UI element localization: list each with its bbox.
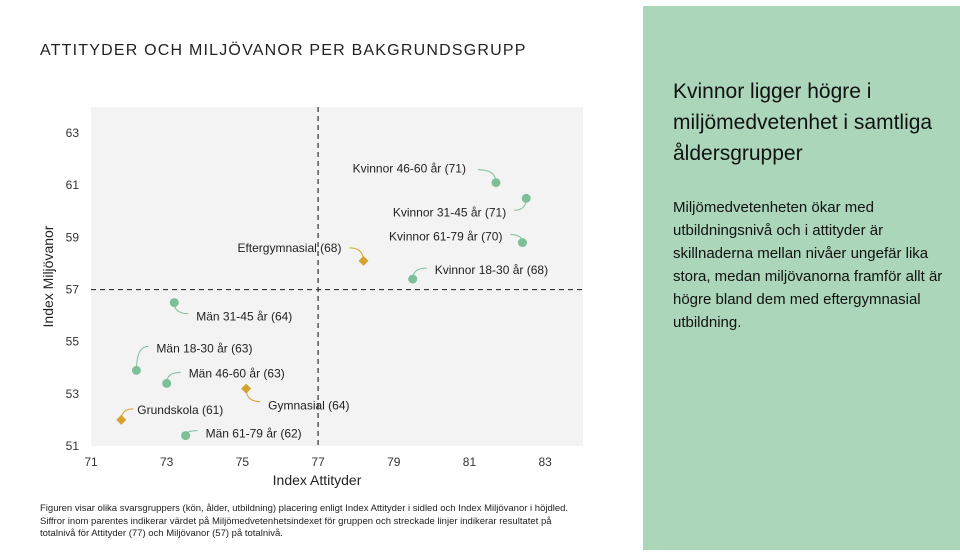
data-point — [181, 431, 191, 441]
data-point — [408, 274, 418, 284]
point-label: Män 31-45 år (64) — [196, 310, 292, 324]
point-label: Eftergymnasial (68) — [237, 241, 341, 255]
data-point — [169, 298, 179, 308]
y-tick-label: 53 — [66, 387, 80, 401]
point-label: Kvinnor 31-45 år (71) — [393, 205, 506, 219]
data-point — [517, 238, 527, 248]
point-label: Män 18-30 år (63) — [156, 341, 252, 355]
x-tick-label: 81 — [463, 455, 477, 469]
scatter-chart: 71 73 75 77 79 81 83 51 53 55 57 59 61 63 Index Attity… — [40, 107, 583, 488]
y-tick-label: 51 — [66, 439, 80, 453]
point-label: Grundskola (61) — [137, 403, 223, 417]
y-tick-label: 63 — [66, 126, 80, 140]
point-label: Män 46-60 år (63) — [189, 366, 285, 380]
data-point-diamond — [116, 414, 127, 425]
x-axis-label: Index Attityder — [273, 472, 362, 488]
x-tick-label: 75 — [236, 455, 250, 469]
caption-line: Siffror inom parentes indikerar värdet p… — [40, 515, 552, 527]
summary-body: Miljömedvetenheten ökar med utbildningsn… — [673, 199, 943, 331]
caption-line: Figuren visar olika svarsgruppers (kön, … — [40, 503, 569, 514]
caption-line: totalnivå för Attityder (77) och Miljöva… — [40, 528, 283, 539]
x-tick-label: 83 — [538, 455, 552, 469]
data-point — [162, 378, 172, 388]
y-tick-label: 55 — [66, 335, 80, 349]
point-label: Kvinnor 46-60 år (71) — [353, 162, 466, 176]
y-tick-label: 59 — [66, 230, 80, 244]
point-label: Män 61-79 år (62) — [206, 427, 302, 441]
x-tick-label: 77 — [311, 455, 325, 469]
y-tick-label: 57 — [66, 283, 80, 297]
summary-panel: Kvinnor ligger högre i miljömedvetenhet … — [643, 6, 960, 550]
summary-heading: Kvinnor ligger högre i miljömedvetenhet … — [673, 80, 933, 165]
x-tick-label: 71 — [84, 455, 98, 469]
figure-caption: Figuren visar olika svarsgruppers (kön, … — [40, 503, 640, 541]
x-tick-label: 73 — [160, 455, 174, 469]
chart-title: ATTITYDER OCH MILJÖVANOR PER BAKGRUNDSGR… — [40, 42, 527, 59]
data-point — [491, 178, 501, 188]
point-label: Kvinnor 61-79 år (70) — [389, 230, 502, 244]
data-point-diamond — [241, 383, 252, 394]
point-label: Gymnasial (64) — [268, 399, 349, 413]
data-point — [131, 365, 141, 375]
data-point-diamond — [358, 255, 369, 266]
y-tick-label: 61 — [66, 178, 80, 192]
x-tick-label: 79 — [387, 455, 401, 469]
data-point — [521, 193, 531, 203]
y-axis-label: Index Miljövanor — [40, 225, 56, 327]
plot-area — [91, 107, 583, 446]
point-label: Kvinnor 18-30 år (68) — [435, 263, 548, 277]
